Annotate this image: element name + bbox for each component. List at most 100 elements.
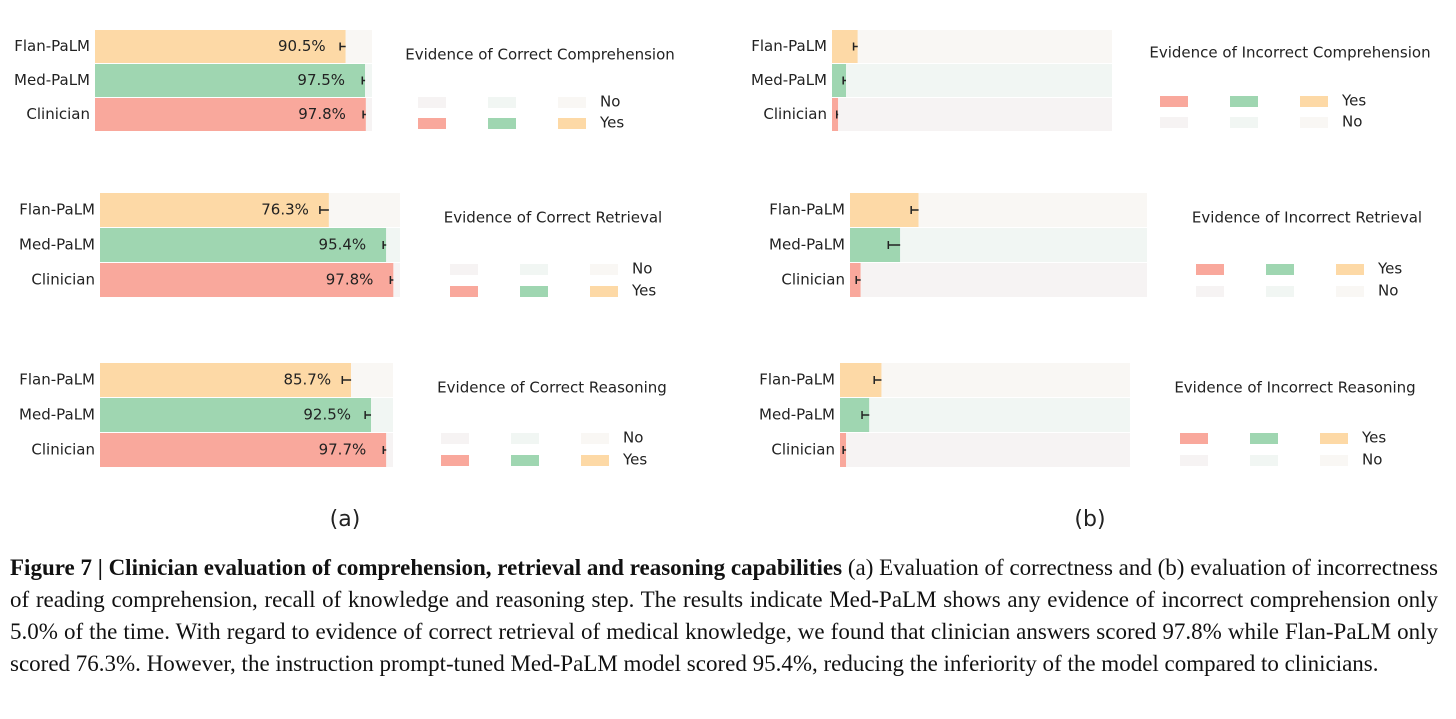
category-label: Flan-PaLM (19, 201, 95, 219)
legend-title: Evidence of Incorrect Retrieval (1192, 209, 1422, 227)
bar-segment (900, 228, 1147, 262)
legend-label: No (600, 93, 620, 111)
legend-swatch (1250, 455, 1278, 466)
panel-label: (b) (1074, 507, 1105, 532)
caption-label: Figure 7 | Clinician evaluation of compr… (10, 555, 843, 580)
bar-segment (328, 193, 400, 227)
legend-swatch (581, 433, 609, 444)
category-label: Flan-PaLM (759, 371, 835, 389)
legend-swatch (1230, 96, 1258, 107)
bar-segment (345, 30, 372, 63)
bar-segment (100, 433, 387, 467)
category-label: Med-PaLM (759, 406, 835, 424)
legend-swatch (520, 286, 548, 297)
bar-segment (95, 30, 346, 63)
legend-swatch (520, 264, 548, 275)
bar-segment (832, 64, 846, 97)
legend-swatch (511, 455, 539, 466)
bar-segment (850, 263, 861, 297)
legend-swatch (1300, 96, 1328, 107)
legend-label: No (623, 429, 643, 447)
value-label: 95.4% (319, 236, 367, 254)
category-label: Flan-PaLM (751, 37, 827, 55)
legend-swatch (1266, 264, 1294, 275)
legend-label: Yes (1377, 260, 1402, 278)
category-label: Med-PaLM (19, 406, 95, 424)
legend-swatch (450, 286, 478, 297)
bar-segment (365, 64, 372, 97)
legend-label: Yes (1361, 429, 1386, 447)
category-label: Med-PaLM (769, 236, 845, 254)
value-label: 97.5% (297, 71, 345, 89)
category-label: Med-PaLM (19, 236, 95, 254)
bar-segment (860, 263, 1147, 297)
bar-segment (351, 363, 393, 397)
value-label: 97.8% (298, 105, 346, 123)
legend-swatch (1196, 264, 1224, 275)
caption-text: (a) Evaluation of correctness and (b) ev… (10, 555, 1438, 676)
bar-segment (100, 363, 352, 397)
bar-segment (846, 64, 1112, 97)
legend-title: Evidence of Correct Reasoning (437, 379, 667, 397)
legend-label: Yes (631, 282, 656, 300)
legend-label: No (1342, 113, 1362, 131)
category-label: Clinician (31, 441, 95, 459)
legend-label: No (1362, 451, 1382, 469)
legend-swatch (1320, 433, 1348, 444)
category-label: Flan-PaLM (769, 201, 845, 219)
legend-label: Yes (622, 451, 647, 469)
legend-swatch (1196, 286, 1224, 297)
category-label: Clinician (31, 271, 95, 289)
legend-swatch (1320, 455, 1348, 466)
legend-swatch (558, 118, 586, 129)
legend-label: Yes (599, 114, 624, 132)
legend-title: Evidence of Incorrect Comprehension (1149, 44, 1430, 62)
legend-swatch (441, 433, 469, 444)
legend-swatch (1160, 96, 1188, 107)
bar-segment (100, 193, 329, 227)
legend-label: No (632, 260, 652, 278)
value-label: 97.7% (319, 441, 367, 459)
category-label: Flan-PaLM (14, 37, 90, 55)
category-label: Clinician (781, 271, 845, 289)
legend-swatch (488, 118, 516, 129)
bar-segment (869, 398, 1130, 432)
category-label: Clinician (26, 105, 90, 123)
bar-segment (100, 263, 394, 297)
legend-swatch (1180, 455, 1208, 466)
legend-swatch (558, 97, 586, 108)
bar-segment (881, 363, 1130, 397)
legend-title: Evidence of Correct Retrieval (444, 209, 662, 227)
legend-swatch (1230, 117, 1258, 128)
value-label: 97.8% (326, 271, 374, 289)
legend-label: No (1378, 282, 1398, 300)
legend-swatch (1250, 433, 1278, 444)
legend-swatch (450, 264, 478, 275)
bar-segment (850, 193, 919, 227)
legend-swatch (511, 433, 539, 444)
bar-segment (386, 228, 400, 262)
bar-segment (95, 64, 366, 97)
legend-swatch (441, 455, 469, 466)
legend-swatch (590, 286, 618, 297)
legend-swatch (1180, 433, 1208, 444)
category-label: Clinician (771, 441, 835, 459)
bar-segment (386, 433, 393, 467)
value-label: 90.5% (278, 37, 326, 55)
bar-segment (857, 30, 1112, 63)
bar-segment (365, 98, 372, 131)
bar-segment (838, 98, 1112, 131)
bar-segment (371, 398, 393, 432)
panel-label: (a) (330, 507, 361, 532)
legend-swatch (1300, 117, 1328, 128)
bar-segment (846, 433, 1130, 467)
legend-swatch (1160, 117, 1188, 128)
legend-swatch (590, 264, 618, 275)
legend-swatch (1336, 264, 1364, 275)
bar-segment (100, 228, 387, 262)
bar-segment (393, 263, 400, 297)
value-label: 76.3% (261, 201, 309, 219)
legend-swatch (581, 455, 609, 466)
category-label: Clinician (763, 105, 827, 123)
